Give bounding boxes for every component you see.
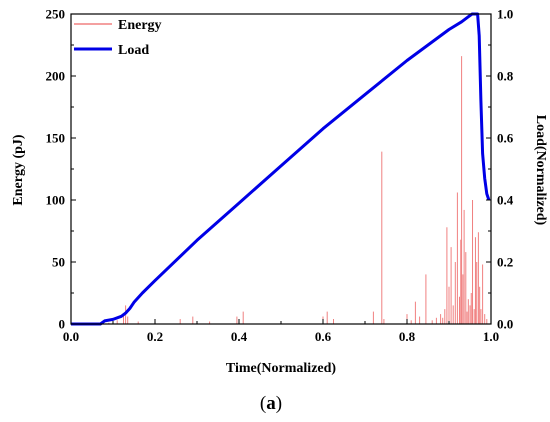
y-right-tick-label: 0.8 [497,69,514,84]
y-left-tick-label: 0 [59,317,66,332]
plot-frame [70,13,492,325]
legend: Energy Load [74,18,162,58]
x-axis-title: Time(Normalized) [226,361,336,376]
y-left-tick-label: 200 [46,69,66,84]
y-axis-title-left: Energy (pJ) [11,134,26,206]
y-left-tick-label: 100 [46,193,66,208]
figure-caption: (a) [260,393,282,414]
x-tick-label: 0.6 [315,329,332,344]
y-right-tick-label: 0.4 [497,193,514,208]
y-right-tick-label: 0.2 [497,255,513,270]
x-tick-label: 0.0 [63,329,79,344]
y-right-tick-label: 0.6 [497,131,514,146]
x-tick-label: 0.8 [399,329,416,344]
y-left-tick-label: 250 [46,7,66,22]
y-axis-title-right: Load(Normalized) [533,115,548,226]
y-right-tick-label: 0.0 [497,317,513,332]
legend-label-energy: Energy [118,18,162,33]
x-tick-label: 1.0 [483,329,499,344]
load-line [71,12,491,326]
y-left-tick-label: 150 [46,131,66,146]
x-tick-label: 0.4 [231,329,248,344]
plot-layer [71,12,491,326]
y-left-tick-label: 50 [52,255,65,270]
y-right-tick-label: 1.0 [497,7,513,22]
legend-label-load: Load [118,43,149,58]
x-tick-label: 0.2 [147,329,163,344]
ticks-layer: 0.0 0.2 0.4 0.6 0.8 1.0 0 50 100 150 200 250 0.0 0.2 0… [46,7,514,345]
